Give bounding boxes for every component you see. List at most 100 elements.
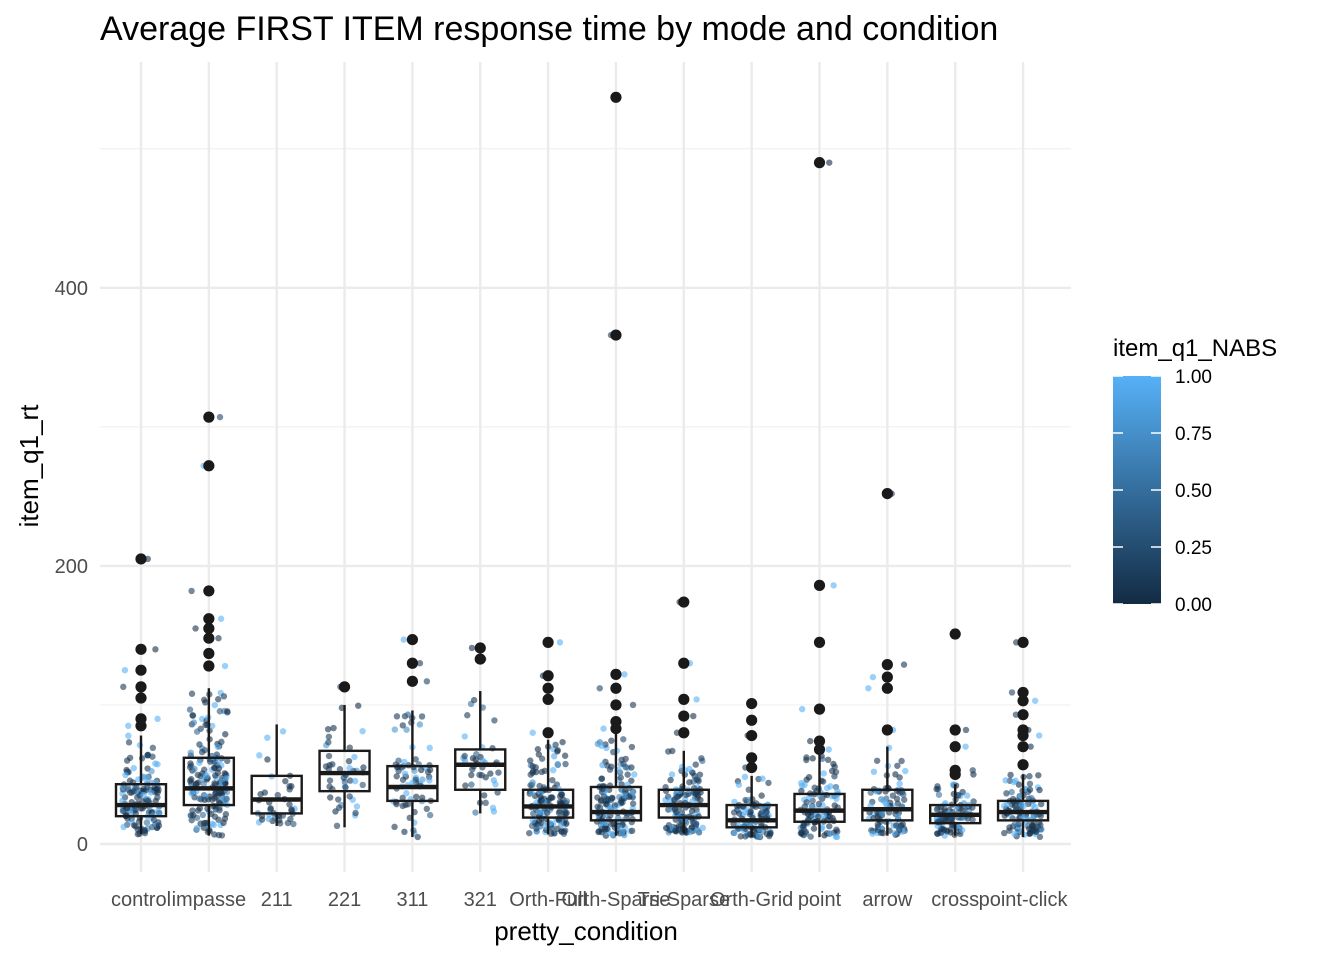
x-tick-label: 221 [328,889,361,911]
outlier-point [542,682,554,694]
boxplot-impasse [182,411,236,836]
data-point [562,809,569,816]
grid-lines [100,62,1071,872]
data-point [416,721,424,728]
data-point [468,644,476,652]
data-point [286,801,293,808]
data-point [1026,786,1034,793]
data-point [216,708,224,715]
box [114,783,168,818]
data-point [490,777,498,784]
data-point [218,738,225,746]
data-point [200,780,208,788]
data-point [426,777,433,784]
boxplot-cross [929,628,982,836]
outlier-point [813,157,826,169]
data-point [322,763,330,770]
outlier-point [881,487,893,500]
data-point [186,706,194,713]
data-point [536,782,543,790]
data-point [342,784,349,791]
box [725,803,778,829]
data-point [1012,711,1020,718]
data-point [1026,780,1034,788]
outlier-point [881,682,893,694]
data-point [144,797,152,804]
data-point [258,816,266,823]
boxplot-311 [386,633,439,838]
data-point [1031,697,1039,704]
data-point [671,806,679,813]
data-point [413,793,420,800]
x-tick-label: control [111,889,171,911]
data-point [196,741,203,748]
data-point [766,832,773,840]
outlier-point [881,724,893,736]
data-point [472,756,479,763]
data-point [257,790,264,798]
x-tick-label: cross [931,889,979,911]
data-point [461,752,468,760]
data-point [898,757,905,765]
data-point [130,764,137,772]
x-tick-label: Tri-Sparse [637,889,730,911]
data-point [1035,732,1043,739]
outlier-point [813,743,826,756]
data-point [155,822,163,829]
data-point [290,820,297,828]
data-point [600,725,607,732]
data-point [807,737,814,745]
data-point [869,673,877,681]
data-point [346,744,353,751]
data-point [391,823,398,831]
boxplots [114,91,1050,838]
data-point [628,827,636,835]
data-point [534,746,542,753]
outlier-point [610,91,622,103]
data-point [616,824,623,831]
data-point [193,780,200,787]
data-point [620,736,627,743]
data-point [617,774,624,781]
data-point [619,799,626,806]
data-point [143,774,151,781]
data-point [282,777,289,785]
data-point [1011,830,1018,838]
data-point [547,794,554,801]
data-point [671,796,678,803]
data-point [554,747,561,754]
data-point [692,820,700,828]
boxplot-point [793,157,846,838]
outlier-point [1017,709,1029,721]
x-tick-label: Orth-Full [509,889,587,911]
data-point [869,830,876,837]
data-point [891,829,899,837]
data-point [423,805,431,813]
data-point [211,764,219,772]
data-point [688,808,696,815]
data-point [963,792,971,799]
data-point [403,790,410,797]
data-point [346,793,353,800]
data-point [404,801,412,808]
data-point [896,774,903,781]
data-point [692,790,699,797]
data-point [959,788,966,796]
data-point [563,797,571,805]
y-tick-label: 0 [77,834,88,856]
data-point [893,822,900,829]
data-point [730,809,738,816]
data-point [216,413,224,421]
data-point [668,771,676,778]
data-point [332,808,339,815]
data-point [346,764,353,772]
x-tick-label: Orth-Sparse [561,889,670,911]
data-point [330,724,337,732]
data-point [1026,773,1033,780]
outlier-point [949,741,961,753]
data-point [693,696,700,703]
data-point [1012,819,1019,827]
x-axis-ticks: control impasse 211 221 311 321 Orth-FullOrth-… [111,889,1069,911]
data-point [123,757,131,764]
data-point [125,722,132,730]
